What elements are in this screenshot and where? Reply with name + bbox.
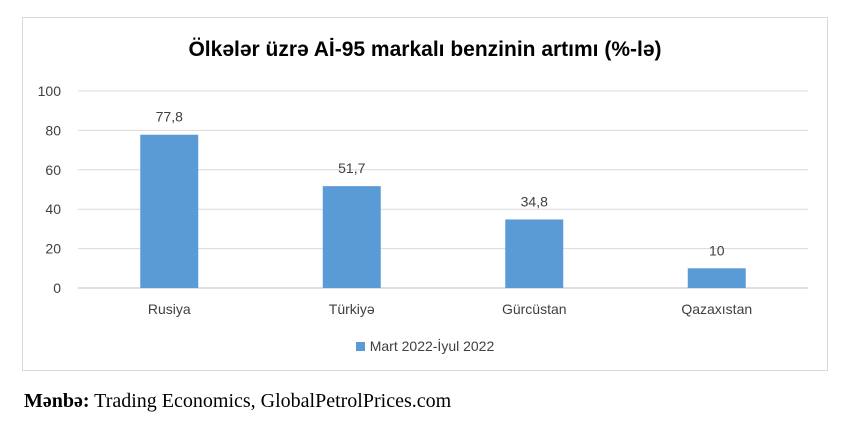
data-label: 77,8 — [156, 109, 183, 125]
data-label: 10 — [709, 242, 725, 258]
bar — [140, 134, 199, 288]
source-label: Mənbə: — [24, 390, 90, 412]
source-note: Mənbə: Trading Economics, GlobalPetrolPr… — [24, 390, 451, 413]
data-label: 34,8 — [521, 193, 548, 209]
y-tick-label: 80 — [45, 122, 61, 138]
x-tick-label: Türkiyə — [329, 301, 375, 317]
source-text: Trading Economics, GlobalPetrolPrices.co… — [89, 390, 452, 412]
bar-chart: 0 20 40 60 80 100 77,8 Rusiya 51,7 Türkiyə 34,8 Gür… — [38, 83, 808, 317]
legend-swatch — [355, 342, 365, 351]
bar — [505, 219, 564, 288]
chart-container: Ölkələr üzrə Aİ-95 markalı benzinin artı… — [22, 17, 828, 371]
legend-label: Mart 2022-İyul 2022 — [369, 338, 495, 354]
legend: Mart 2022-İyul 2022 — [23, 338, 827, 354]
bar — [687, 268, 746, 288]
y-tick-label: 60 — [45, 162, 61, 178]
data-label: 51,7 — [338, 160, 365, 176]
x-tick-label: Rusiya — [148, 301, 191, 317]
y-tick-label: 40 — [45, 201, 61, 217]
y-tick-label: 0 — [53, 280, 61, 296]
y-tick-label: 20 — [45, 241, 61, 257]
x-tick-label: Gürcüstan — [502, 301, 567, 317]
y-tick-label: 100 — [38, 83, 62, 99]
bar — [322, 186, 381, 288]
chart-title: Ölkələr üzrə Aİ-95 markalı benzinin artı… — [188, 38, 662, 61]
x-tick-label: Qazaxıstan — [681, 301, 752, 317]
